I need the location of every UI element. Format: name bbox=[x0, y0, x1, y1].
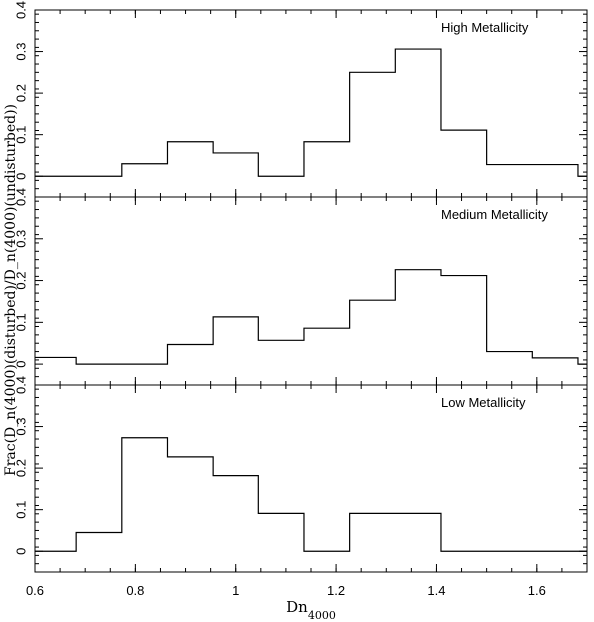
panel-title: Medium Metallicity bbox=[441, 207, 548, 222]
y-tick-label: 0.2 bbox=[13, 459, 28, 477]
y-tick-label: 0.2 bbox=[13, 84, 28, 102]
x-tick-label: 1.6 bbox=[528, 583, 546, 598]
panel-3: 0 0.1 0.2 0.3 0.4 Low Metallicity bbox=[13, 376, 588, 573]
x-axis-label: Dn4000 bbox=[286, 598, 336, 622]
panel-frame bbox=[34, 9, 588, 198]
y-axis-label: Frac(D_n(4000)(disturbed)/D_n(4000)(undi… bbox=[3, 104, 19, 476]
y-tick-label: 0.4 bbox=[13, 376, 28, 394]
x-tick-label: 1.2 bbox=[327, 583, 345, 598]
histogram-step-line bbox=[35, 437, 587, 552]
y-tick-label: 0.3 bbox=[13, 230, 28, 248]
x-tick-label: 0.6 bbox=[26, 583, 44, 598]
panel-title: High Metallicity bbox=[441, 20, 529, 35]
histogram-step-line bbox=[35, 48, 587, 177]
panel-frame bbox=[34, 196, 588, 386]
panel-2: 0 0.1 0.2 0.3 0.4 Medium Metallicity bbox=[13, 188, 588, 386]
y-tick-label: 0.4 bbox=[13, 188, 28, 206]
y-tick-label: 0.3 bbox=[13, 418, 28, 436]
panel-frame bbox=[34, 384, 588, 573]
x-tick-label: 0.8 bbox=[126, 583, 144, 598]
panel-1: 0 0.1 0.2 0.3 0.4 High Metallicity bbox=[13, 1, 588, 198]
y-tick-label: 0 bbox=[13, 548, 28, 555]
y-tick-label: 0.4 bbox=[13, 1, 28, 19]
histogram-step-line bbox=[35, 269, 587, 365]
x-tick-label: 1.4 bbox=[427, 583, 445, 598]
y-tick-label: 0 bbox=[13, 360, 28, 367]
y-tick-label: 0.1 bbox=[13, 313, 28, 331]
x-tick-label: 1 bbox=[232, 583, 239, 598]
panel-title: Low Metallicity bbox=[441, 395, 526, 410]
y-tick-label: 0.2 bbox=[13, 272, 28, 290]
y-tick-label: 0.1 bbox=[13, 126, 28, 144]
y-tick-label: 0.1 bbox=[13, 501, 28, 519]
y-tick-label: 0.3 bbox=[13, 43, 28, 61]
y-tick-label: 0 bbox=[13, 173, 28, 180]
